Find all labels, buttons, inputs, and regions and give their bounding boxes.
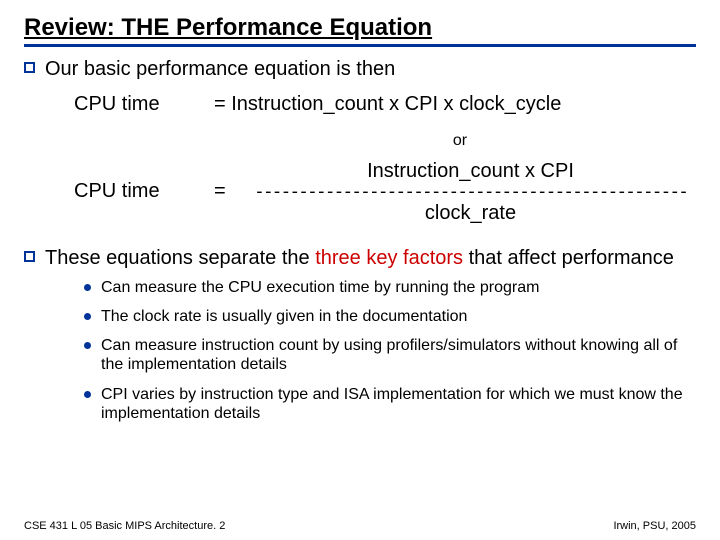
bullet-2-highlight: three key factors [315,247,463,269]
list-item: CPI varies by instruction type and ISA i… [84,385,696,423]
sub-item-0: Can measure the CPU execution time by ru… [101,278,539,297]
list-item: The clock rate is usually given in the d… [84,307,696,326]
slide-footer: CSE 431 L 05 Basic MIPS Architecture. 2 … [24,520,696,532]
sub-item-1: The clock rate is usually given in the d… [101,307,467,326]
equation-2: CPU time = Instruction_count x CPI -----… [74,160,696,224]
eq1-lhs: CPU time [74,93,214,116]
eq2-fraction: Instruction_count x CPI ----------------… [254,160,687,224]
dot-bullet-icon [84,391,91,398]
list-item: Can measure the CPU execution time by ru… [84,278,696,297]
square-bullet-icon [24,251,35,262]
footer-right: Irwin, PSU, 2005 [613,520,696,532]
dot-bullet-icon [84,342,91,349]
sub-item-2: Can measure instruction count by using p… [101,336,696,374]
title-underline [24,44,696,47]
eq2-dashes: ----------------------------------------… [254,182,687,202]
square-bullet-icon [24,62,35,73]
bullet-2-text: These equations separate the three key f… [45,246,674,270]
footer-left: CSE 431 L 05 Basic MIPS Architecture. 2 [24,520,225,532]
eq2-equals: = [214,180,254,203]
slide-title: Review: THE Performance Equation [24,14,696,42]
eq2-numerator: Instruction_count x CPI [367,160,574,182]
bullet-2-post: that affect performance [463,247,674,269]
eq1-rhs: = Instruction_count x CPI x clock_cycle [214,93,696,116]
bullet-item-2: These equations separate the three key f… [24,246,696,270]
equation-1: CPU time = Instruction_count x CPI x clo… [74,93,696,116]
eq2-lhs: CPU time [74,180,214,203]
sub-item-3: CPI varies by instruction type and ISA i… [101,385,696,423]
sub-bullet-list: Can measure the CPU execution time by ru… [84,278,696,423]
bullet-item-1: Our basic performance equation is then [24,57,696,81]
bullet-2-pre: These equations separate the [45,247,315,269]
dot-bullet-icon [84,313,91,320]
or-label: or [224,132,696,150]
eq2-denominator: clock_rate [425,202,516,224]
list-item: Can measure instruction count by using p… [84,336,696,374]
bullet-1-text: Our basic performance equation is then [45,57,395,81]
dot-bullet-icon [84,284,91,291]
